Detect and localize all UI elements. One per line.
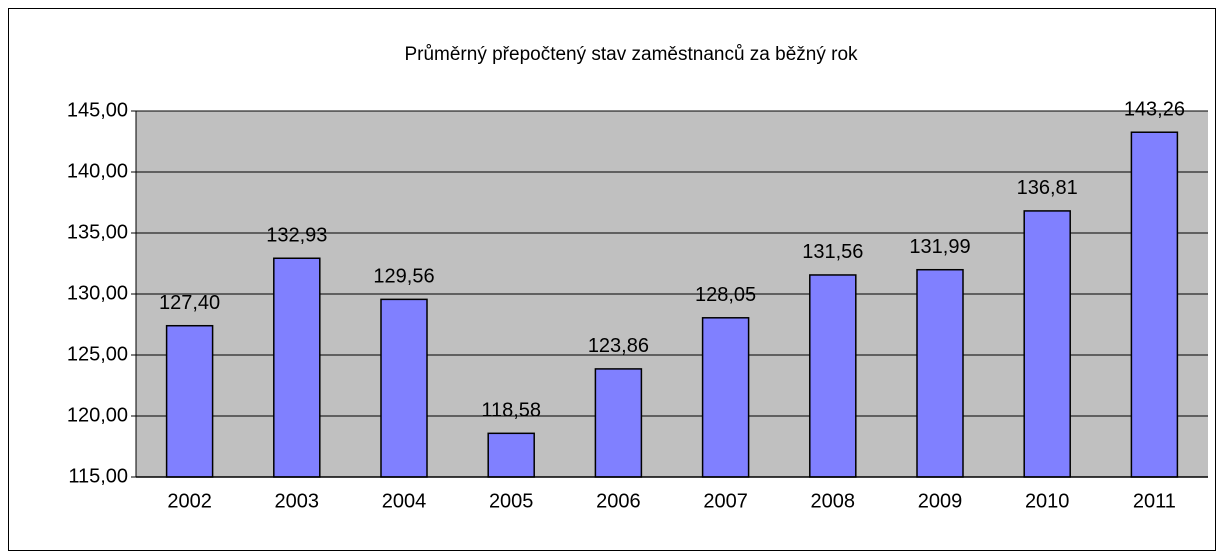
x-tick-label: 2008 — [811, 490, 856, 512]
y-tick-label: 125,00 — [67, 343, 128, 365]
y-tick-label: 115,00 — [68, 465, 128, 487]
bar — [701, 317, 750, 478]
bar — [487, 432, 535, 478]
y-tick-label: 135,00 — [67, 221, 128, 243]
data-label: 132,93 — [266, 225, 327, 247]
data-label: 143,26 — [1124, 99, 1185, 121]
chart-title: Průměrný přepočtený stav zaměstnanců za … — [404, 44, 858, 65]
data-label: 131,99 — [909, 236, 970, 258]
y-tick-label: 140,00 — [67, 160, 128, 182]
data-label: 127,40 — [159, 292, 220, 314]
data-label: 118,58 — [481, 400, 541, 422]
x-tick-label: 2007 — [703, 490, 748, 512]
data-label: 129,56 — [373, 266, 434, 288]
x-tick-label: 2010 — [1025, 490, 1070, 512]
data-label: 131,56 — [802, 241, 863, 263]
y-tick-label: 120,00 — [67, 404, 128, 426]
bar — [380, 298, 428, 478]
x-tick-label: 2011 — [1133, 490, 1176, 512]
y-tick-label: 145,00 — [67, 99, 128, 121]
data-label: 128,05 — [695, 284, 756, 306]
bar — [1130, 131, 1179, 478]
x-tick-label: 2005 — [489, 490, 534, 512]
bar — [273, 257, 321, 478]
bar — [1023, 210, 1071, 478]
x-tick-label: 2002 — [167, 490, 212, 512]
data-label: 123,86 — [588, 335, 649, 357]
bar — [594, 368, 643, 478]
bar — [916, 268, 964, 478]
x-tick-label: 2009 — [918, 490, 963, 512]
x-tick-label: 2004 — [382, 490, 427, 512]
y-tick-label: 130,00 — [67, 282, 128, 304]
x-tick-label: 2003 — [275, 490, 320, 512]
bar — [165, 324, 214, 478]
bar — [809, 274, 857, 478]
x-tick-label: 2006 — [596, 490, 641, 512]
data-label: 136,81 — [1017, 177, 1078, 199]
